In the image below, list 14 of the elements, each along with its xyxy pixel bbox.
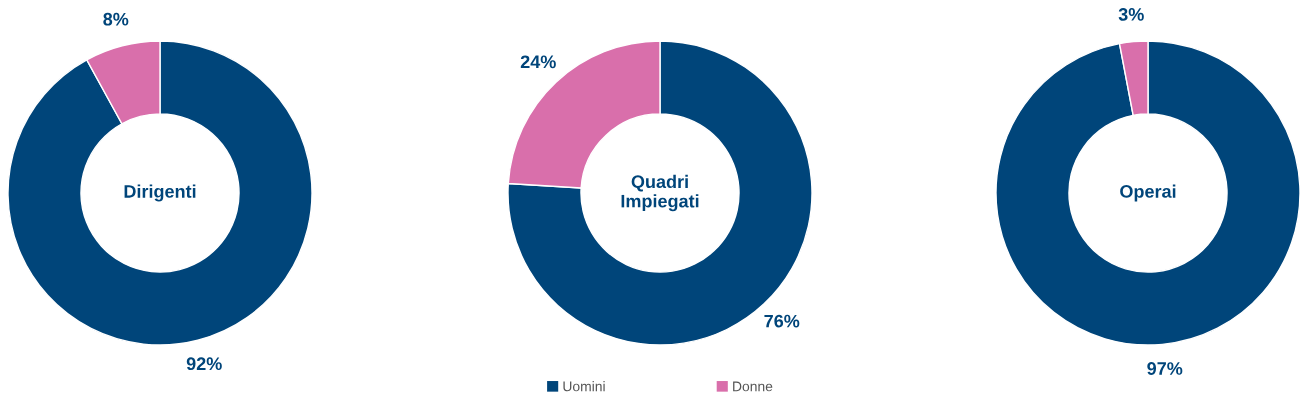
data-label: 76% xyxy=(764,314,800,328)
data-label: 3% xyxy=(1118,8,1144,21)
data-label: 97% xyxy=(1147,362,1183,375)
data-label: 92% xyxy=(186,357,222,371)
data-label: 24% xyxy=(520,55,556,69)
text: Operai xyxy=(1120,184,1176,202)
legend-label: Donne xyxy=(733,381,773,392)
donut-slice xyxy=(995,40,1301,346)
data-label: 8% xyxy=(103,12,129,26)
legend-label: Uomini xyxy=(563,381,605,392)
text: Dirigenti xyxy=(124,184,196,202)
text: Quadri Impiegati xyxy=(621,174,699,212)
donut-slice xyxy=(7,40,313,346)
donut-slice xyxy=(507,40,813,346)
